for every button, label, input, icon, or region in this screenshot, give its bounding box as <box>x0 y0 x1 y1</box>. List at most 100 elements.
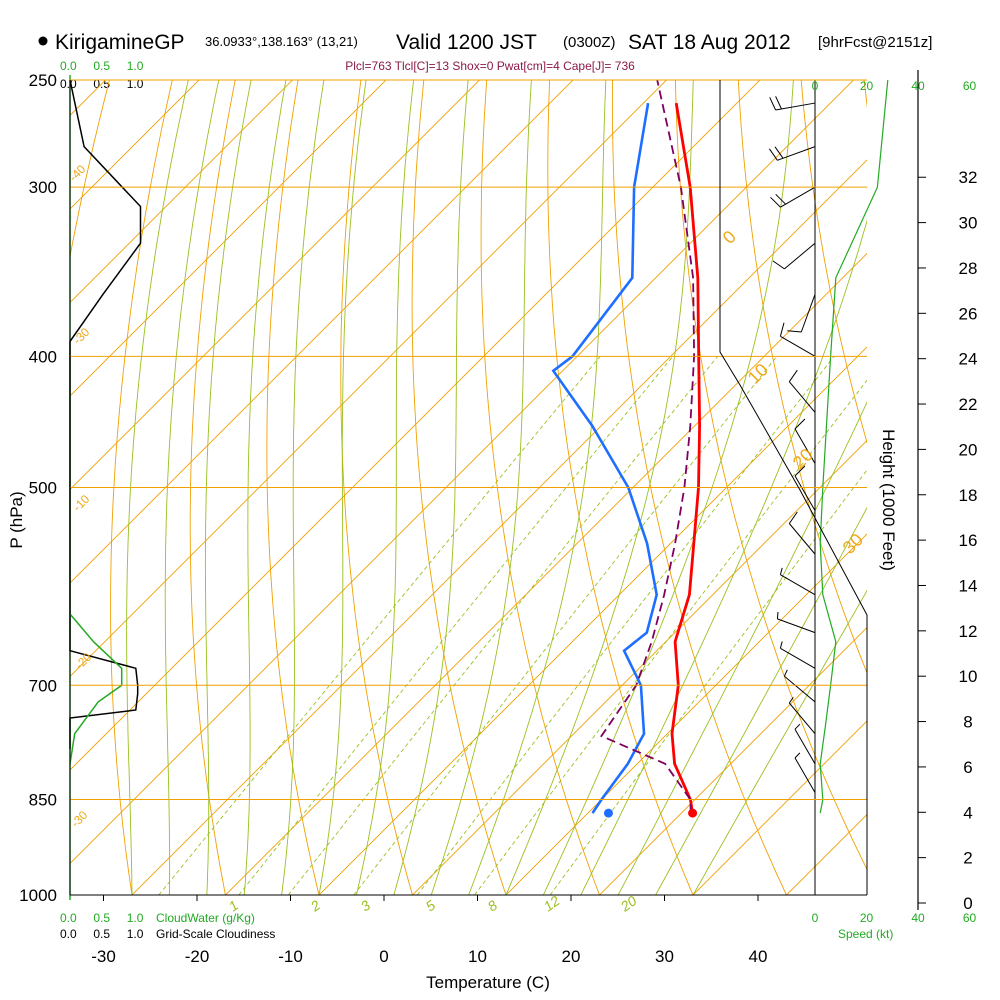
height-tick-label: 8 <box>963 713 972 732</box>
wind-barb-flag <box>779 322 785 337</box>
x-tick-label: 20 <box>562 947 581 966</box>
wind-barb-flag <box>770 196 781 208</box>
parcel-indices: Plcl=763 Tlcl[C]=13 Shox=0 Pwat[cm]=4 Ca… <box>345 59 635 73</box>
dry-adiabat <box>986 56 1000 924</box>
right-boundary <box>719 80 868 895</box>
station-bullet <box>38 36 48 46</box>
speed-tick-bottom: 0 <box>812 911 819 925</box>
isotherm-label: 20 <box>789 445 817 473</box>
cloudiness-label: Grid-Scale Cloudiness <box>156 927 275 941</box>
wind-barb <box>784 242 816 270</box>
speed-tick-bottom: 40 <box>911 911 925 925</box>
valid-time: Valid 1200 JST <box>396 31 537 54</box>
moist-adiabat <box>617 401 867 895</box>
valid-date: SAT 18 Aug 2012 <box>628 31 791 54</box>
x-tick-label: -30 <box>91 947 116 966</box>
wind-barb <box>784 675 816 703</box>
dry-adiabat <box>611 80 787 895</box>
height-tick-label: 20 <box>959 440 978 459</box>
height-tick-label: 30 <box>959 214 978 233</box>
pressure-tick-label: 500 <box>29 479 57 498</box>
cloudwater-scale-bottom: 0.0 0.5 1.0 <box>60 911 144 925</box>
x-tick-label: 10 <box>468 947 487 966</box>
dry-adiabat <box>674 80 867 871</box>
axes: 1 2 3 5 8 12 20-40-30-10-20-300102030250300400… <box>19 70 977 966</box>
isotherm <box>70 80 481 491</box>
x-tick-label: -20 <box>185 947 210 966</box>
wind-barb-flag <box>788 511 798 524</box>
moist-adiabat <box>355 80 415 895</box>
isotherm-label: 10 <box>744 360 772 388</box>
wind-barb-flag <box>772 260 785 270</box>
pressure-tick-label: 300 <box>29 178 57 197</box>
mixing-ratio-line <box>353 356 778 895</box>
parcel-profile <box>600 80 696 814</box>
isotherm <box>70 80 668 678</box>
height-tick-label: 14 <box>959 576 978 595</box>
dry-adiabat <box>547 80 694 895</box>
wind-barb <box>794 475 816 511</box>
moist-adiabat <box>393 80 469 895</box>
height-tick-label: 2 <box>963 849 972 868</box>
height-tick-label: 6 <box>963 758 972 777</box>
speed-tick-top: 0 <box>812 79 819 93</box>
mixing-ratio-label: 12 <box>541 892 563 914</box>
isotherm <box>505 533 867 895</box>
wind-barb <box>794 757 816 793</box>
wind-barb-flag <box>787 330 802 333</box>
thermo-grid <box>70 56 1000 924</box>
wind-barb-flag <box>794 752 801 759</box>
x-axis-label: Temperature (C) <box>426 973 550 992</box>
wind-barb <box>777 146 816 161</box>
height-tick-label: 10 <box>959 667 978 686</box>
wind-barb <box>788 523 816 555</box>
height-tick-label: 28 <box>959 259 978 278</box>
wind-barb <box>780 335 816 357</box>
wind-barb <box>794 728 816 765</box>
temperature-profile <box>670 102 702 814</box>
mixing-ratio-label: 3 <box>358 897 374 915</box>
height-tick-label: 22 <box>959 395 978 414</box>
moist-adiabat <box>204 80 252 895</box>
moist-adiabat <box>243 80 287 895</box>
moist-adiabat <box>281 80 325 895</box>
isotherm <box>70 80 855 865</box>
isotherm <box>598 626 867 895</box>
dry-adiabat <box>737 80 867 675</box>
moist-adiabat <box>692 589 867 895</box>
isotherm <box>411 439 867 895</box>
wind-barb <box>788 702 816 734</box>
speed-tick-bottom: 60 <box>963 911 977 925</box>
x-tick-label: 40 <box>749 947 768 966</box>
surface-temperature-dot <box>688 808 698 818</box>
dry-adiabat <box>110 80 173 895</box>
wind-barb <box>780 574 816 596</box>
wind-barb-flag <box>779 641 783 649</box>
isotherm-label: -30 <box>68 808 90 830</box>
isotherm <box>851 56 1000 924</box>
speed-tick-top: 60 <box>963 79 977 93</box>
surface-dewpoint-dot <box>603 808 613 818</box>
wind-barb <box>780 186 816 208</box>
height-tick-label: 4 <box>963 803 972 822</box>
mixing-ratio-label: 2 <box>307 897 324 915</box>
pressure-tick-label: 850 <box>29 790 57 809</box>
moist-adiabat <box>430 80 532 895</box>
wind-barb-flag <box>769 97 777 111</box>
moist-adiabat <box>126 80 189 895</box>
cloudwater-profile <box>69 613 123 764</box>
height-axis-label: Height (1000 Feet) <box>879 429 898 571</box>
speed-tick-bottom: 20 <box>860 911 874 925</box>
cloudwater-label: CloudWater (g/Kg) <box>156 911 255 925</box>
isotherm-label: -10 <box>70 492 92 514</box>
isotherm <box>131 159 867 895</box>
isotherm <box>70 80 107 117</box>
x-tick-label: 30 <box>655 947 674 966</box>
height-tick-label: 0 <box>963 894 972 913</box>
wind-barb-flag <box>783 669 788 677</box>
x-tick-label: 0 <box>379 947 388 966</box>
height-tick-label: 16 <box>959 531 978 550</box>
dry-adiabat <box>189 80 236 895</box>
cloudiness-scale-bottom: 0.0 0.5 1.0 <box>60 927 144 941</box>
wind-barb <box>775 102 816 111</box>
